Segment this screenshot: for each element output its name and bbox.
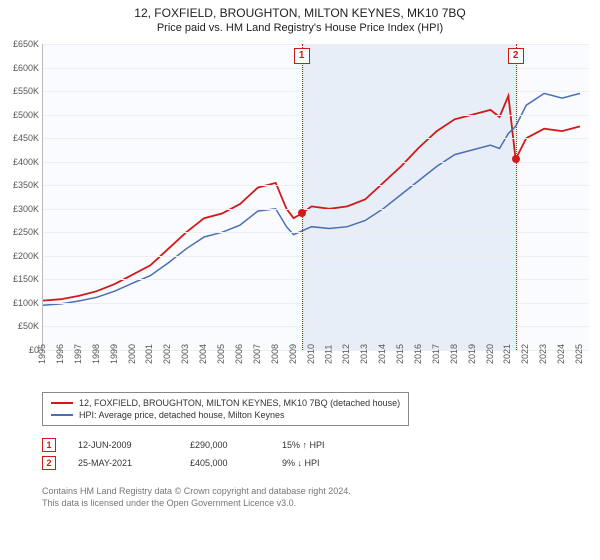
transaction-marker: 2 <box>42 456 56 470</box>
x-tick-label: 2001 <box>140 344 154 364</box>
marker-box-1: 1 <box>294 48 310 64</box>
x-tick-label: 2017 <box>427 344 441 364</box>
footer-line-1: Contains HM Land Registry data © Crown c… <box>42 486 351 498</box>
y-tick-label: £650K <box>13 39 43 49</box>
x-tick-label: 2008 <box>266 344 280 364</box>
y-tick-label: £300K <box>13 204 43 214</box>
transaction-price: £405,000 <box>190 458 260 468</box>
x-tick-label: 2024 <box>552 344 566 364</box>
y-tick-label: £100K <box>13 298 43 308</box>
marker-line-1 <box>302 44 303 350</box>
transaction-date: 12-JUN-2009 <box>78 440 168 450</box>
y-gridline <box>43 115 589 116</box>
x-tick-label: 2023 <box>534 344 548 364</box>
legend-label: HPI: Average price, detached house, Milt… <box>79 410 284 420</box>
x-tick-label: 2002 <box>158 344 172 364</box>
x-tick-label: 2007 <box>248 344 262 364</box>
y-gridline <box>43 279 589 280</box>
x-tick-label: 2022 <box>516 344 530 364</box>
y-gridline <box>43 256 589 257</box>
footer-line-2: This data is licensed under the Open Gov… <box>42 498 351 510</box>
x-tick-label: 1997 <box>69 344 83 364</box>
x-tick-label: 2020 <box>481 344 495 364</box>
y-tick-label: £200K <box>13 251 43 261</box>
series-line-property <box>43 96 580 301</box>
y-tick-label: £500K <box>13 110 43 120</box>
x-tick-label: 2021 <box>498 344 512 364</box>
y-tick-label: £550K <box>13 86 43 96</box>
y-gridline <box>43 232 589 233</box>
chart-legend: 12, FOXFIELD, BROUGHTON, MILTON KEYNES, … <box>42 392 409 426</box>
chart-title: 12, FOXFIELD, BROUGHTON, MILTON KEYNES, … <box>0 0 600 20</box>
x-tick-label: 2004 <box>194 344 208 364</box>
y-gridline <box>43 326 589 327</box>
transaction-marker: 1 <box>42 438 56 452</box>
footer-attribution: Contains HM Land Registry data © Crown c… <box>42 486 351 509</box>
x-tick-label: 2015 <box>391 344 405 364</box>
transaction-delta: 15% ↑ HPI <box>282 440 325 450</box>
y-tick-label: £600K <box>13 63 43 73</box>
x-tick-label: 2000 <box>122 344 136 364</box>
x-tick-label: 2019 <box>463 344 477 364</box>
transaction-row-1: 1 12-JUN-2009 £290,000 15% ↑ HPI <box>42 436 325 454</box>
y-gridline <box>43 162 589 163</box>
legend-row-property: 12, FOXFIELD, BROUGHTON, MILTON KEYNES, … <box>51 397 400 409</box>
marker-line-2 <box>516 44 517 350</box>
y-tick-label: £50K <box>18 321 43 331</box>
transaction-date: 25-MAY-2021 <box>78 458 168 468</box>
legend-swatch <box>51 402 73 404</box>
y-gridline <box>43 44 589 45</box>
y-tick-label: £150K <box>13 274 43 284</box>
transaction-table: 1 12-JUN-2009 £290,000 15% ↑ HPI 2 25-MAY-202… <box>42 436 325 472</box>
chart-plot-area: £0£50K£100K£150K£200K£250K£300K£350K£400… <box>42 44 589 351</box>
legend-label: 12, FOXFIELD, BROUGHTON, MILTON KEYNES, … <box>79 398 400 408</box>
y-tick-label: £400K <box>13 157 43 167</box>
x-tick-label: 1996 <box>51 344 65 364</box>
y-gridline <box>43 303 589 304</box>
x-tick-label: 2003 <box>176 344 190 364</box>
y-gridline <box>43 68 589 69</box>
y-gridline <box>43 209 589 210</box>
x-tick-label: 2009 <box>284 344 298 364</box>
marker-box-2: 2 <box>508 48 524 64</box>
x-tick-label: 2012 <box>337 344 351 364</box>
x-tick-label: 2018 <box>445 344 459 364</box>
transaction-delta: 9% ↓ HPI <box>282 458 320 468</box>
x-tick-label: 2013 <box>355 344 369 364</box>
x-tick-label: 2016 <box>409 344 423 364</box>
marker-dot-2 <box>512 155 520 163</box>
x-tick-label: 2011 <box>320 345 334 364</box>
x-tick-label: 2005 <box>212 344 226 364</box>
y-tick-label: £450K <box>13 133 43 143</box>
series-line-hpi <box>43 93 580 305</box>
x-tick-label: 1995 <box>33 344 47 364</box>
transaction-row-2: 2 25-MAY-2021 £405,000 9% ↓ HPI <box>42 454 325 472</box>
legend-swatch <box>51 414 73 416</box>
x-tick-label: 2010 <box>302 344 316 364</box>
marker-dot-1 <box>298 209 306 217</box>
y-gridline <box>43 138 589 139</box>
page-root: 12, FOXFIELD, BROUGHTON, MILTON KEYNES, … <box>0 0 600 560</box>
y-gridline <box>43 91 589 92</box>
y-tick-label: £350K <box>13 180 43 190</box>
y-gridline <box>43 185 589 186</box>
x-tick-label: 2025 <box>570 344 584 364</box>
x-tick-label: 1999 <box>105 344 119 364</box>
chart-lines-svg <box>43 44 589 350</box>
chart-subtitle: Price paid vs. HM Land Registry's House … <box>0 20 600 34</box>
x-tick-label: 1998 <box>87 344 101 364</box>
x-tick-label: 2014 <box>373 344 387 364</box>
transaction-price: £290,000 <box>190 440 260 450</box>
x-tick-label: 2006 <box>230 344 244 364</box>
legend-row-hpi: HPI: Average price, detached house, Milt… <box>51 409 400 421</box>
y-tick-label: £250K <box>13 227 43 237</box>
